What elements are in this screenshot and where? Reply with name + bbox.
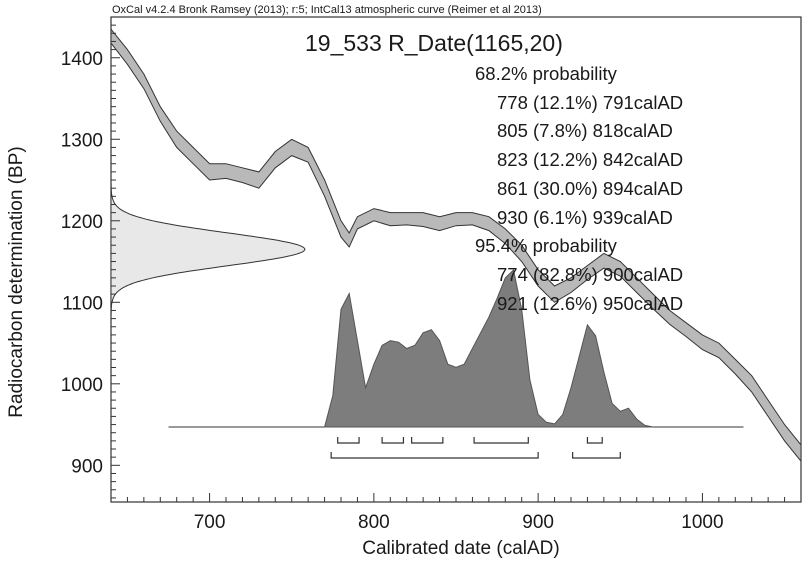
probability-block: 68.2% probability 778 (12.1%) 791calAD 8… <box>475 60 683 318</box>
sigma1-range: 930 (6.1%) 939calAD <box>497 206 673 228</box>
x-tick-label: 700 <box>194 512 226 533</box>
sigma1-range: 778 (12.1%) 791calAD <box>497 91 684 113</box>
calibration-band <box>110 27 802 463</box>
sigma2-bracket <box>572 452 621 459</box>
calibrated-area <box>323 269 654 428</box>
sigma2-range: 774 (82.8%) 900calAD <box>497 263 684 285</box>
sigma1-range: 861 (30.0%) 894calAD <box>497 177 684 199</box>
sigma1-bracket <box>586 437 603 444</box>
sigma1-bracket <box>411 437 444 444</box>
y-tick-label: 1000 <box>61 375 103 396</box>
sigma1-range: 805 (7.8%) 818calAD <box>497 120 673 142</box>
program-header: OxCal v4.2.4 Bronk Ramsey (2013); r:5; I… <box>112 4 542 16</box>
y-tick-label: 1200 <box>61 212 103 233</box>
y-axis-label: Radiocarbon determination (BP) <box>6 145 27 418</box>
y-tick-label: 900 <box>71 456 103 477</box>
range-brackets <box>330 437 621 459</box>
radiocarbon-distribution <box>110 183 306 316</box>
sigma1-heading: 68.2% probability <box>475 63 617 84</box>
x-tick-label: 900 <box>522 512 554 533</box>
x-tick-label: 1000 <box>681 512 723 533</box>
sigma1-bracket <box>337 437 360 444</box>
y-tick-label: 1100 <box>62 293 103 314</box>
chart-title: 19_533 R_Date(1165,20) <box>305 30 563 56</box>
y-axis-label-wrap: Radiocarbon determination (BP) <box>2 0 32 563</box>
radiocarbon-curve <box>110 183 306 316</box>
x-tick-label: 800 <box>358 512 390 533</box>
sigma1-range: 823 (12.2%) 842calAD <box>497 149 684 171</box>
calibration-curve <box>110 27 802 463</box>
sigma2-heading: 95.4% probability <box>475 235 617 257</box>
y-tick-label: 1300 <box>61 130 103 151</box>
axis-ticks: 700 800 900 1000 900 1000 1100 1200 1300 1400 <box>61 24 786 533</box>
x-axis-label: Calibrated date (calAD) <box>362 538 560 559</box>
sigma1-bracket <box>473 437 529 444</box>
y-tick-label: 1400 <box>61 49 103 70</box>
calibrated-distribution <box>168 269 744 428</box>
sigma2-bracket <box>330 452 539 459</box>
sigma2-range: 921 (12.6%) 950calAD <box>497 292 684 314</box>
sigma1-bracket <box>381 437 405 444</box>
